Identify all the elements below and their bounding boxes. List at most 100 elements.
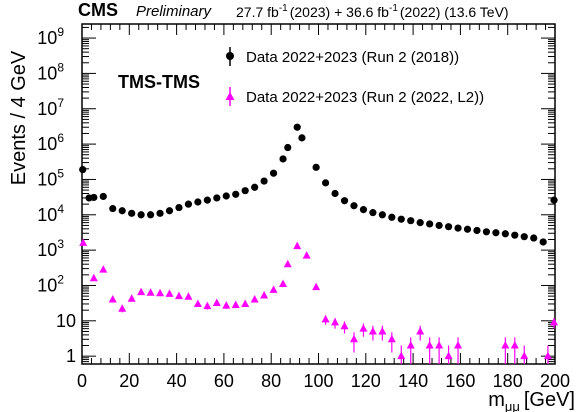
status-label: Preliminary	[136, 3, 213, 20]
y-tick-label: 10	[56, 311, 76, 331]
data-point	[174, 291, 183, 300]
data-point	[416, 326, 425, 335]
data-point	[293, 241, 302, 250]
y-tick-label-exp: 9	[57, 25, 64, 39]
data-point	[108, 295, 117, 303]
legend-marker-magenta	[225, 87, 235, 106]
data-point	[193, 299, 202, 307]
data-point	[89, 273, 98, 282]
data-point	[284, 143, 292, 152]
x-tick-label: 20	[119, 371, 139, 391]
data-point	[369, 209, 377, 217]
data-point	[321, 179, 330, 187]
data-point	[251, 183, 259, 191]
y-tick-label-base: 10	[37, 63, 57, 83]
data-point	[331, 189, 339, 198]
data-point	[482, 228, 491, 236]
data-point	[550, 196, 558, 204]
data-point	[146, 211, 155, 219]
x-axis-label-unit: [GeV]	[524, 389, 575, 411]
data-point	[543, 351, 552, 360]
data-point	[340, 321, 349, 330]
data-point	[416, 219, 424, 227]
data-layer	[79, 123, 559, 364]
legend-marker-black	[226, 47, 234, 66]
data-point	[184, 200, 193, 208]
data-point	[99, 192, 107, 201]
data-point	[156, 209, 164, 217]
lumi-2023-value: 27.7 fb	[236, 4, 279, 20]
y-tick-label-exp: 5	[57, 166, 64, 180]
data-point	[312, 282, 321, 291]
data-point	[387, 334, 396, 343]
data-point	[146, 288, 155, 296]
data-point	[241, 299, 250, 307]
experiment-label: CMS	[78, 0, 118, 20]
data-point	[510, 341, 519, 349]
data-point	[127, 294, 136, 302]
data-point	[407, 217, 415, 225]
x-tick-label: 200	[540, 371, 570, 391]
x-tick-label: 160	[445, 371, 475, 391]
data-point	[283, 259, 292, 268]
data-point	[109, 204, 117, 213]
lumi-2022-tag: (2022) (13.6 TeV)	[400, 4, 509, 20]
data-point	[194, 198, 202, 206]
y-tick-label-base: 10	[37, 275, 57, 295]
x-tick-label: 100	[303, 371, 333, 391]
data-point	[269, 169, 278, 177]
data-point	[222, 301, 231, 309]
x-axis-label-sub: μμ	[505, 399, 520, 412]
data-point	[454, 341, 463, 349]
data-point	[397, 215, 405, 223]
data-point	[298, 134, 306, 142]
data-point	[550, 317, 559, 326]
data-point	[349, 334, 358, 343]
data-point	[137, 287, 146, 296]
data-point	[331, 317, 340, 326]
data-point	[156, 288, 165, 297]
y-tick-label-base: 10	[56, 311, 76, 331]
data-point	[473, 226, 481, 235]
data-point	[165, 289, 174, 297]
x-tick-label: 60	[214, 371, 234, 391]
x-axis-label-main: m	[488, 389, 505, 411]
x-tick-label: 180	[493, 371, 523, 391]
y-tick-label-base: 10	[37, 28, 57, 48]
y-tick-label: 103	[37, 237, 64, 260]
data-point	[128, 209, 136, 217]
data-point	[203, 196, 211, 204]
data-point	[501, 230, 509, 238]
x-tick-label: 140	[398, 371, 428, 391]
data-point	[137, 211, 145, 219]
x-tick-label: 80	[261, 371, 281, 391]
legend-entry-1: Data 2022+2023 (Run 2 (2018))	[246, 49, 459, 66]
data-point	[435, 341, 444, 349]
data-point	[231, 300, 240, 309]
data-point	[406, 341, 415, 349]
y-tick-label: 102	[37, 272, 64, 295]
data-point	[520, 351, 529, 360]
data-point	[118, 207, 126, 215]
lumi-label: 27.7 fb-1 (2023) + 36.6 fb-1 (2022) (13.6 …	[236, 3, 509, 20]
data-point	[444, 351, 453, 360]
data-point	[368, 326, 377, 335]
data-point	[79, 238, 88, 246]
data-point	[302, 251, 311, 259]
data-point	[232, 190, 240, 198]
x-tick-label: 120	[351, 371, 381, 391]
data-point	[279, 155, 287, 163]
data-point	[511, 231, 519, 239]
data-point	[269, 285, 278, 293]
data-point	[520, 233, 528, 241]
y-tick-label-base: 10	[37, 169, 57, 189]
data-point	[212, 298, 221, 306]
series-1	[79, 123, 558, 246]
y-tick-label: 106	[37, 131, 64, 154]
data-point	[359, 206, 368, 214]
data-point	[340, 197, 349, 205]
y-tick-label: 109	[37, 25, 64, 48]
data-point	[425, 341, 434, 349]
y-tick-label-base: 10	[37, 99, 57, 119]
